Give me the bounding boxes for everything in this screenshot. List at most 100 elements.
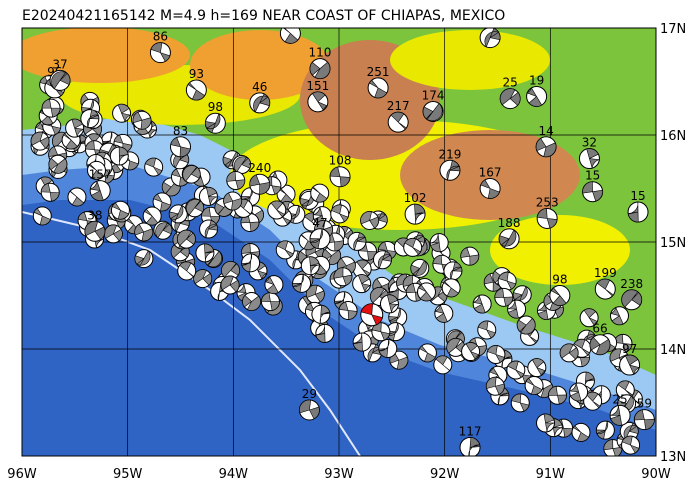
background-beachball: [260, 292, 280, 312]
background-beachball: [232, 154, 252, 174]
depth-label: 238: [620, 277, 643, 291]
depth-label: 15: [630, 189, 645, 203]
background-beachball: [226, 171, 246, 191]
ball-quadrant: [625, 354, 641, 376]
ball-quadrant: [299, 399, 320, 420]
ball-quadrant: [41, 98, 61, 118]
ball-quadrant: [33, 207, 51, 226]
ball-quadrant: [419, 345, 436, 363]
background-beachball: [403, 237, 423, 257]
ball-quadrant: [589, 336, 611, 355]
ball-quadrant: [186, 199, 204, 216]
background-beachball: [142, 206, 162, 226]
ball-quadrant: [118, 146, 129, 166]
lat-label: 14N: [660, 343, 686, 358]
depth-label: 97: [622, 342, 637, 356]
lon-label: 95W: [113, 467, 143, 482]
lon-label: 90W: [641, 467, 671, 482]
ball-quadrant: [249, 174, 271, 195]
depth-label: 251: [367, 65, 390, 79]
beachball: [459, 436, 481, 456]
ball-quadrant: [368, 79, 388, 99]
ball-quadrant: [241, 253, 253, 273]
ball-quadrant: [487, 345, 505, 363]
background-beachball: [221, 260, 241, 280]
background-events: [30, 75, 643, 456]
beachball: [249, 173, 271, 195]
background-beachball: [134, 249, 154, 269]
ball-quadrant: [596, 278, 614, 297]
ball-quadrant: [360, 303, 383, 326]
background-beachball: [461, 342, 481, 362]
background-beachball: [112, 103, 132, 123]
ball-quadrant: [377, 250, 392, 269]
beachball: [329, 166, 351, 188]
depth-label: 59: [637, 397, 652, 411]
ball-quadrant: [360, 211, 379, 229]
background-beachball: [507, 299, 527, 319]
beachball: [594, 278, 616, 300]
beachball: [170, 136, 191, 158]
lon-label: 93W: [324, 467, 354, 482]
background-beachball: [536, 413, 556, 433]
depth-label: 14: [538, 124, 553, 138]
beachball: [499, 88, 521, 110]
background-beachball: [352, 274, 372, 294]
ball-quadrant: [465, 342, 480, 360]
background-beachball: [110, 200, 130, 220]
background-beachball: [30, 131, 50, 151]
background-beachball: [371, 322, 391, 342]
ball-quadrant: [543, 413, 555, 432]
background-beachball: [486, 344, 506, 364]
background-beachball: [153, 220, 173, 240]
background-beachball: [185, 198, 205, 218]
ball-quadrant: [356, 259, 371, 277]
background-beachball: [170, 242, 190, 262]
ball-quadrant: [187, 82, 206, 101]
background-beachball: [220, 275, 240, 295]
background-beachball: [477, 320, 497, 340]
ball-quadrant: [404, 238, 421, 255]
ball-quadrant: [177, 229, 196, 246]
lat-label: 17N: [660, 22, 686, 37]
background-beachball: [621, 435, 641, 455]
beachball: [498, 228, 520, 250]
background-beachball: [378, 338, 398, 358]
background-beachball: [330, 204, 350, 224]
ball-quadrant: [494, 288, 514, 307]
ball-quadrant: [548, 385, 567, 405]
ball-quadrant: [283, 28, 299, 44]
background-beachball: [619, 421, 639, 441]
ball-quadrant: [410, 260, 427, 277]
background-beachball: [569, 382, 589, 402]
depth-label: 15: [585, 169, 600, 183]
ball-quadrant: [90, 181, 104, 201]
beachball: [609, 404, 631, 426]
ball-quadrant: [621, 435, 640, 454]
ball-quadrant: [311, 91, 328, 111]
ball-quadrant: [291, 273, 304, 293]
ball-quadrant: [144, 157, 163, 176]
beachball: [307, 91, 329, 113]
background-beachball: [516, 315, 536, 335]
ball-quadrant: [446, 160, 461, 181]
ball-quadrant: [226, 171, 246, 190]
depth-label: 98: [552, 273, 567, 287]
highland: [390, 30, 550, 90]
ball-quadrant: [182, 165, 201, 182]
background-beachball: [144, 157, 164, 177]
ball-quadrant: [111, 202, 130, 220]
background-beachball: [417, 282, 437, 302]
ball-quadrant: [84, 221, 106, 240]
beachball: [582, 181, 604, 203]
ball-quadrant: [170, 137, 191, 158]
ball-quadrant: [309, 227, 323, 249]
ball-quadrant: [511, 393, 530, 412]
ball-quadrant: [309, 256, 320, 275]
depth-label: 38: [87, 208, 102, 222]
background-beachball: [497, 271, 517, 291]
depth-label: 108: [329, 154, 352, 168]
background-beachball: [32, 206, 52, 226]
ball-quadrant: [435, 355, 451, 372]
depth-label: 25: [612, 392, 627, 406]
